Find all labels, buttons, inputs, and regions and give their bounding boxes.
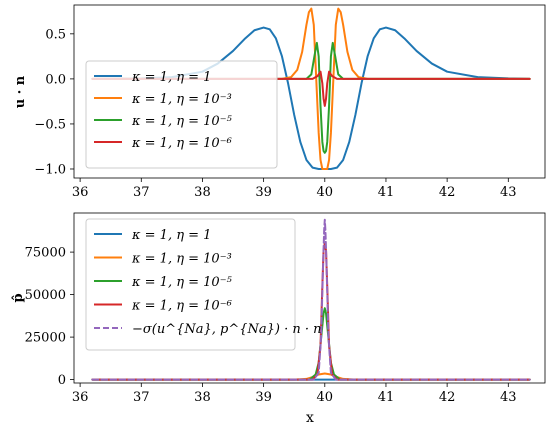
top-x-tick-label: 36	[72, 185, 89, 200]
top-legend-label-4: κ = 1, η = 10⁻⁶	[131, 136, 232, 151]
top-x-tick-label: 39	[255, 185, 272, 200]
bot-x-tick-label: 38	[194, 390, 211, 405]
bottom-legend: κ = 1, η = 1 κ = 1, η = 10⁻³ κ = 1, η = 10…	[85, 218, 322, 351]
top-x-tick-label: 42	[439, 185, 456, 200]
bottom-series-lines	[91, 218, 531, 381]
top-y-ticks: −1.0 −0.5 0.0 0.5	[34, 27, 74, 177]
bot-x-tick-label: 41	[378, 390, 395, 405]
top-legend-label-2: κ = 1, η = 10⁻³	[131, 92, 232, 107]
bot-x-tick-label: 40	[317, 390, 334, 405]
bottom-chart: 36 37 38 39 40 41 42 43 0 25000 50000 75000 p̂ x κ…	[11, 212, 546, 426]
top-legend-box	[85, 60, 278, 169]
top-y-tick-label: 0.5	[45, 27, 66, 42]
top-series-line-4	[91, 70, 531, 107]
top-series-lines	[91, 7, 531, 170]
bot-y-tick-label: 0	[58, 373, 66, 388]
top-x-tick-label: 41	[378, 185, 395, 200]
bot-legend-label-2: κ = 1, η = 10⁻³	[131, 252, 232, 267]
top-legend: κ = 1, η = 1 κ = 1, η = 10⁻³ κ = 1, η = 10…	[85, 60, 278, 169]
bot-legend-label-5: −σ(u^{Na}, p^{Na}) · n · n	[132, 322, 322, 337]
bot-legend-box	[85, 218, 296, 351]
top-x-tick-label: 37	[133, 185, 150, 200]
bot-x-tick-label: 37	[133, 390, 150, 405]
top-x-tick-label: 43	[500, 185, 517, 200]
bot-x-tick-label: 39	[255, 390, 272, 405]
top-chart: 36 37 38 39 40 41 42 43 −1.0 −0.5 0.0 0.5 u · n κ …	[13, 4, 546, 200]
bot-legend-label-3: κ = 1, η = 10⁻⁵	[131, 275, 233, 290]
top-x-ticks: 36 37 38 39 40 41 42 43	[72, 178, 517, 200]
bot-legend-label-1: κ = 1, η = 1	[131, 228, 211, 243]
bottom-x-axis-label: x	[306, 410, 314, 426]
top-x-tick-label: 40	[317, 185, 334, 200]
bot-y-tick-label: 75000	[25, 246, 66, 261]
bot-series-line-3	[91, 307, 531, 381]
bottom-y-axis-label: p̂	[11, 293, 26, 302]
bottom-y-ticks: 0 25000 50000 75000	[25, 246, 74, 388]
bottom-x-ticks: 36 37 38 39 40 41 42 43	[72, 383, 517, 405]
top-series-line-3	[91, 41, 531, 154]
top-y-tick-label: −0.5	[34, 117, 66, 132]
top-legend-label-1: κ = 1, η = 1	[131, 70, 211, 85]
top-x-tick-label: 38	[194, 185, 211, 200]
top-y-axis-label: u · n	[13, 75, 28, 108]
bot-y-tick-label: 50000	[25, 288, 66, 303]
bot-series-line-5	[91, 218, 531, 381]
top-y-tick-label: −1.0	[34, 162, 66, 177]
bot-x-tick-label: 43	[500, 390, 517, 405]
bot-x-tick-label: 42	[439, 390, 456, 405]
bot-x-tick-label: 36	[72, 390, 89, 405]
bot-y-tick-label: 25000	[25, 331, 66, 346]
top-y-tick-label: 0.0	[45, 72, 66, 87]
top-legend-label-3: κ = 1, η = 10⁻⁵	[131, 114, 233, 129]
top-series-line-2	[91, 7, 531, 170]
bot-legend-label-4: κ = 1, η = 10⁻⁶	[131, 299, 232, 314]
